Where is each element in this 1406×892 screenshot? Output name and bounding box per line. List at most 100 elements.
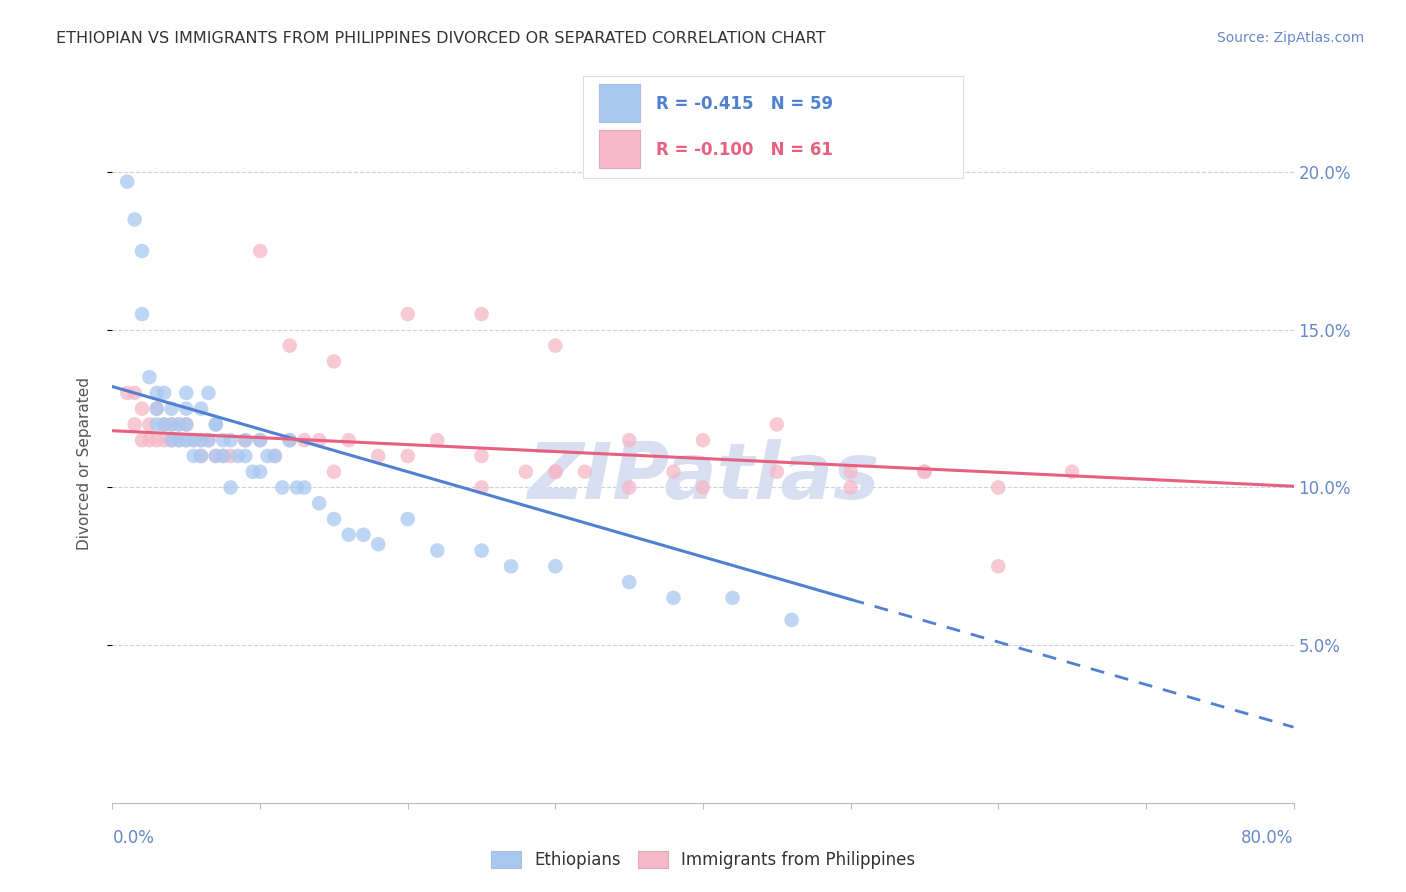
Point [692,481,714,495]
Point [914,465,936,479]
Point [219,449,242,463]
Point [124,212,146,227]
Point [544,465,567,479]
Point [619,481,641,495]
Point [249,465,271,479]
Point [292,481,315,495]
Text: 80.0%: 80.0% [1241,829,1294,847]
Point [146,401,169,416]
Point [205,417,228,432]
Point [160,401,183,416]
Point [174,417,197,432]
Point [470,307,494,321]
Point [146,417,169,432]
Point [780,613,803,627]
Point [574,465,596,479]
Point [1062,465,1084,479]
Point [323,354,346,368]
Text: ZIPatlas: ZIPatlas [527,440,879,516]
Point [212,449,235,463]
Point [233,433,256,447]
Point [197,433,219,447]
Point [219,481,242,495]
Point [470,449,494,463]
Point [278,338,301,352]
Text: R = -0.100   N = 61: R = -0.100 N = 61 [655,141,832,159]
Point [839,481,862,495]
Point [278,433,301,447]
Point [367,449,389,463]
Point [205,449,228,463]
Point [160,417,183,432]
Point [212,449,235,463]
Point [190,401,212,416]
Point [544,559,567,574]
Point [233,449,256,463]
Point [167,433,190,447]
Point [117,385,138,400]
Text: R = -0.415   N = 59: R = -0.415 N = 59 [655,95,832,112]
Point [337,528,360,542]
Point [146,385,169,400]
Point [174,433,197,447]
Text: 0.0%: 0.0% [112,829,155,847]
Point [987,559,1010,574]
Point [146,433,169,447]
Point [233,433,256,447]
Point [146,401,169,416]
Point [226,449,249,463]
Point [292,433,315,447]
Point [212,433,235,447]
Text: ETHIOPIAN VS IMMIGRANTS FROM PHILIPPINES DIVORCED OR SEPARATED CORRELATION CHART: ETHIOPIAN VS IMMIGRANTS FROM PHILIPPINES… [56,31,825,46]
Point [124,385,146,400]
Point [205,417,228,432]
Point [197,433,219,447]
Point [662,465,685,479]
Point [117,175,138,189]
Point [131,244,153,258]
Point [249,433,271,447]
Point [323,465,346,479]
Point [278,433,301,447]
Point [242,465,264,479]
Point [190,433,212,447]
Point [205,449,228,463]
Y-axis label: Divorced or Separated: Divorced or Separated [77,377,91,550]
Point [138,433,160,447]
Point [153,385,176,400]
Point [544,465,567,479]
Point [352,528,374,542]
Point [174,385,197,400]
Point [174,417,197,432]
Point [190,433,212,447]
Point [124,417,146,432]
Point [167,433,190,447]
Point [367,537,389,551]
Point [987,481,1010,495]
Point [190,449,212,463]
Point [197,385,219,400]
Point [264,449,287,463]
Point [153,417,176,432]
Point [308,496,330,510]
Point [138,370,160,384]
Point [662,591,685,605]
Point [470,543,494,558]
Point [160,417,183,432]
Point [153,417,176,432]
Point [153,433,176,447]
Point [264,449,287,463]
Point [766,465,789,479]
Point [160,433,183,447]
Point [914,465,936,479]
Point [426,543,449,558]
Point [396,449,419,463]
Point [249,244,271,258]
Point [131,307,153,321]
Point [285,481,308,495]
Legend: Ethiopians, Immigrants from Philippines: Ethiopians, Immigrants from Philippines [484,845,922,876]
Point [470,481,494,495]
Point [396,307,419,321]
Point [501,559,523,574]
Point [167,417,190,432]
